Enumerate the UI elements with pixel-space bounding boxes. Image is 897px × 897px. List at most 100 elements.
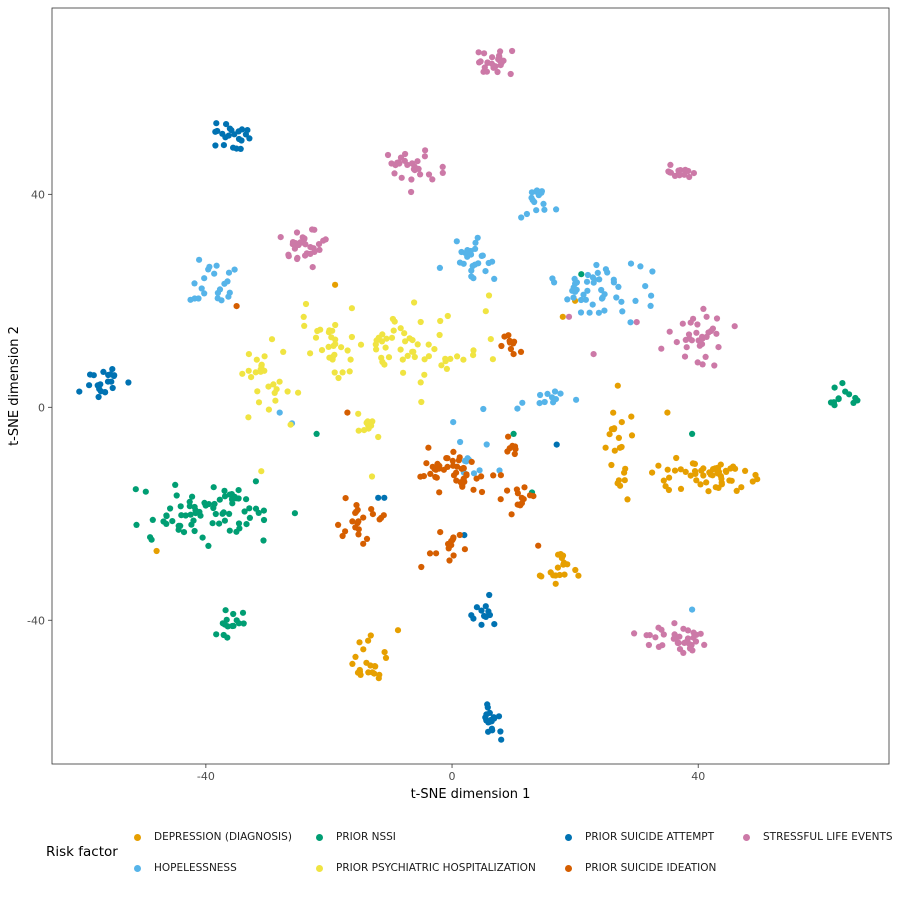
data-point [677,485,685,492]
data-point [277,234,284,241]
data-point [538,573,545,580]
data-point [209,520,216,527]
data-point [332,321,339,329]
data-point [265,383,272,390]
data-point [478,621,485,628]
data-point [417,379,424,386]
data-point [252,369,259,376]
data-point [498,59,505,66]
legend-item: PRIOR PSYCHIATRIC HOSPITALIZATION [316,862,536,874]
data-point [417,171,424,178]
data-point [212,142,219,149]
data-point [436,489,443,496]
data-point [276,378,283,385]
legend-item: HOPELESSNESS [134,862,237,874]
data-point [244,127,251,134]
data-point [549,275,556,282]
data-point [325,343,332,350]
data-point [268,336,276,343]
data-point [360,514,367,521]
data-point [632,297,639,304]
data-point [519,399,526,406]
data-point [235,487,242,494]
series-prior-suicide-attempt [76,120,560,743]
data-point [379,331,386,338]
data-point [437,529,444,536]
data-point [299,234,306,241]
data-point [590,279,597,286]
data-point [550,399,557,406]
data-point [226,510,233,517]
data-point [514,405,521,412]
data-point [664,466,671,473]
data-point [510,338,518,345]
data-point [252,478,259,485]
data-point [417,318,424,326]
data-point [353,508,360,515]
data-point [488,725,495,732]
data-point [301,322,308,329]
data-point [666,474,673,481]
data-point [491,621,498,628]
data-point [201,275,208,282]
data-point [378,354,385,361]
data-point [693,329,700,336]
data-point [226,491,233,498]
data-point [658,345,665,352]
data-point [401,330,408,337]
data-point [235,620,243,627]
data-point [610,276,617,283]
data-point [109,366,116,373]
data-point [401,157,408,164]
data-point [496,54,503,61]
data-point [496,467,503,474]
data-point [473,475,480,482]
x-tick-label: 40 [691,770,705,783]
data-point [284,388,291,395]
data-point [495,713,503,720]
data-point [461,532,468,539]
data-point [508,47,516,55]
data-point [541,206,548,213]
data-point [547,569,554,576]
data-point [280,348,287,355]
data-point [180,529,188,536]
data-point [615,434,623,441]
data-point [229,500,236,507]
data-point [754,476,761,483]
data-point [696,342,703,349]
data-point [259,366,266,373]
data-point [245,367,252,374]
data-point [338,344,345,351]
data-point [240,620,247,627]
data-point [536,400,543,407]
data-point [655,624,662,631]
data-point [577,309,585,316]
data-point [316,246,323,253]
data-point [615,283,622,290]
data-point [186,503,193,510]
data-point [835,396,842,403]
plot-panel [52,8,889,764]
data-point [689,606,696,613]
data-point [346,368,353,375]
data-point [681,639,688,647]
data-point [488,718,495,725]
data-point [331,351,338,358]
data-point [732,465,739,472]
data-point [683,344,690,351]
data-point [293,229,301,236]
data-point [355,531,362,538]
data-point [261,353,268,360]
data-point [689,430,696,437]
data-point [436,331,443,339]
data-point [594,269,601,276]
data-point [422,147,429,154]
data-point [462,250,469,257]
legend-swatch [316,864,323,872]
data-point [220,631,227,639]
legend-item: DEPRESSION (DIAGNOSIS) [134,831,292,843]
data-point [831,384,838,391]
data-point [494,68,501,76]
data-point [375,433,382,441]
